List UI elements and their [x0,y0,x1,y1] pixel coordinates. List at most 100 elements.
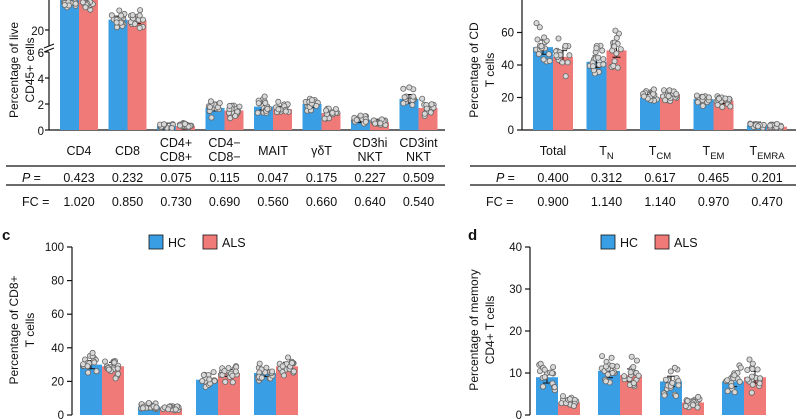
c-group2-HC-point [139,405,146,412]
d-group2-ALS-point [621,373,628,380]
tl-CD4-HC-bar [60,0,79,130]
tl-fc-value: 0.690 [209,195,240,209]
tl-CD4-ALS-bar [79,0,98,130]
tr-TN-HC-point [599,47,606,54]
d-ytick-label: 30 [509,284,522,296]
tr-category-subscript: EM [710,151,724,162]
c-group2-HC-point [153,404,160,411]
tl-category-label: γδT [311,144,332,158]
tl-category-label: NKT [358,150,383,164]
tl-break-mark-2 [43,47,55,53]
d-group3-ALS-point [695,393,702,400]
c-group1-HC-point [85,369,92,376]
tl-CD8-HC-bar [108,19,128,131]
tr-TN-ALS-point [612,27,619,34]
tl-break-mark-1 [43,43,55,49]
c-group3-ALS-point [229,379,236,386]
tl-MAIT-ALS-point [275,98,282,105]
tr-Total-HC-point [541,34,548,41]
tl-CD4-HC-point [72,0,79,7]
tl-MAIT-HC-point [264,105,271,112]
tr-TN-HC-point [593,45,600,52]
tr-p-value: 0.400 [537,171,568,185]
d-group3-HC-point [671,364,678,371]
tr-TEM-ALS-point [716,95,723,102]
tl-fc-value: 0.850 [112,195,143,209]
tr-Total-HC-point [535,51,542,58]
tr-TN-HC-point [589,63,596,70]
tl-CD4-ALS-point [79,0,86,6]
tl-γδT-ALS-point [332,106,339,113]
d-group3-HC-point [669,379,676,386]
tl-fc-value: 0.560 [257,195,288,209]
c-ytick-label: 20 [51,376,64,388]
tl-fc-value: 0.640 [354,195,385,209]
tl-category-label: CD4+ [160,136,192,150]
tl-ylabel-2: CD45+ cells [23,37,37,102]
tr-fc-value: 1.140 [644,195,675,209]
tl-bars [60,0,438,131]
tl-category-label: CD3hi [353,136,388,150]
tr-p-value: 0.201 [751,171,782,185]
tr-fc-value: 0.970 [698,195,729,209]
c-group3-ALS-point [222,378,229,385]
c-group3-HC-point [210,369,217,376]
tr-TEM-HC-point [694,99,701,106]
c-group1-HC-point [93,368,100,375]
tl-CD8-HC-point [118,12,125,19]
c-group3-ALS-point [232,368,239,375]
tl-category-label: NKT [406,150,431,164]
d-group3-ALS-point [684,397,691,404]
tl-CD3int NKT-ALS-point [428,101,435,108]
tr-TEMRA-HC-point [747,121,754,128]
c-group2-HC-bar [138,406,160,415]
c-group3-ALS-point [229,372,236,379]
d-group4-ALS-point [749,365,756,372]
c-group1-ALS-point [102,358,109,365]
tr-fc-value: 0.470 [751,195,782,209]
panel-c-letter: c [2,227,10,244]
tr-TCM-HC-point [640,93,647,100]
c-legend-hc-swatch [148,234,164,250]
c-group1-HC-point [84,363,91,370]
tr-TEM-ALS-point [714,101,721,108]
tl-category-label: CD8+ [160,150,192,164]
d-legend-hc-label: HC [620,236,638,250]
tl-stats: 0.423 1.020 0.232 0.850 0.075 0.730 0.115 0.690… [63,171,434,209]
tr-category-subscript: EMRA [757,151,785,162]
tl-CD8-ALS-point [139,16,146,23]
d-group4-ALS-point [749,373,756,380]
d-ytick-label: 40 [509,242,522,254]
c-ytick-label: 100 [45,242,64,254]
tl-p-label: P = [22,171,41,185]
tl-p-value: 0.115 [209,171,239,185]
tr-TEM-ALS-point [727,103,734,110]
tr-Total-HC-bar [533,47,553,130]
tl-CD3int NKT-HC-point [401,94,408,101]
tl-CD3int NKT-ALS-point [419,95,426,102]
d-group2-HC-point [609,362,616,369]
tr-TEM-HC-point [699,93,706,100]
tl-p-value: 0.175 [306,171,337,185]
c-group1-HC-bar [80,364,102,415]
tl-CD8-ALS-point [136,24,143,31]
tl-CD4− CD8−-ALS-point [226,102,233,109]
tr-TN-HC-point [600,61,607,68]
tr-TN-HC-point [595,54,602,61]
c-group4-ALS-point [290,368,297,375]
tl-MAIT-HC-point [262,100,269,107]
tl-ytick-6: 6 [38,48,44,60]
c-group3-HC-point [199,377,206,384]
d-group2-ALS-point [635,372,642,379]
c-legend-als-swatch [202,234,218,250]
d-group4-ALS-point [756,380,763,387]
d-group4-ALS-point [749,360,756,367]
tl-CD4+ CD8+-ALS-point [176,122,183,129]
tl-ytick-4: 4 [38,74,45,86]
tr-p-label: P = [496,171,515,185]
tr-category-subscript: CM [656,151,671,162]
top-left-chart: Percentage of live CD45+ cells 20 6 4 2 … [6,0,445,209]
tl-p-value: 0.509 [403,171,434,185]
c-group1-ALS-point [105,366,112,373]
tl-ytick-0: 0 [38,126,44,138]
